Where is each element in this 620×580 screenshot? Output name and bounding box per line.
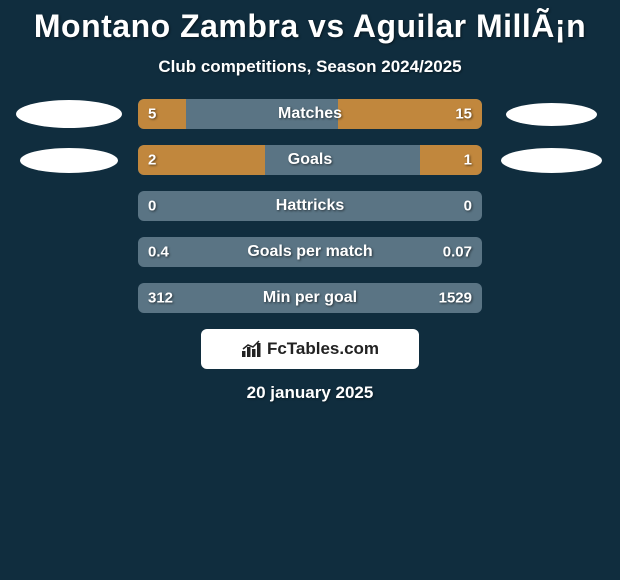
stat-label: Min per goal xyxy=(263,289,357,307)
stat-value-right: 1529 xyxy=(439,290,472,307)
stat-row: 0.4 0.07 Goals per match xyxy=(0,237,620,267)
stat-value-right: 1 xyxy=(464,152,472,169)
comparison-infographic: Montano Zambra vs Aguilar MillÃ¡n Club c… xyxy=(0,0,620,403)
stat-value-left: 312 xyxy=(148,290,173,307)
right-placeholder-slot xyxy=(482,148,620,173)
stat-rows: 5 15 Matches 2 1 Goals 0 0 Hattricks 0.4 0.07 Goals… xyxy=(0,99,620,313)
chart-icon xyxy=(241,340,263,358)
stat-bar: 312 1529 Min per goal xyxy=(138,283,482,313)
stat-row: 0 0 Hattricks xyxy=(0,191,620,221)
logo-box: FcTables.com xyxy=(201,329,419,369)
page-title: Montano Zambra vs Aguilar MillÃ¡n xyxy=(0,8,620,45)
stat-row: 2 1 Goals xyxy=(0,145,620,175)
stat-value-right: 0.07 xyxy=(443,244,472,261)
stat-value-left: 5 xyxy=(148,106,156,123)
stat-label: Goals xyxy=(288,151,332,169)
stat-bar: 0 0 Hattricks xyxy=(138,191,482,221)
placeholder-ellipse xyxy=(16,100,122,128)
placeholder-ellipse xyxy=(20,148,118,173)
stat-bar: 5 15 Matches xyxy=(138,99,482,129)
bar-fill-left xyxy=(138,145,265,175)
stat-value-left: 0 xyxy=(148,198,156,215)
stat-bar: 0.4 0.07 Goals per match xyxy=(138,237,482,267)
stat-value-left: 0.4 xyxy=(148,244,169,261)
stat-bar: 2 1 Goals xyxy=(138,145,482,175)
stat-value-right: 15 xyxy=(455,106,472,123)
stat-label: Hattricks xyxy=(276,197,344,215)
stat-label: Matches xyxy=(278,105,342,123)
placeholder-ellipse xyxy=(506,103,597,126)
stat-value-left: 2 xyxy=(148,152,156,169)
logo-text: FcTables.com xyxy=(267,339,379,359)
stat-row: 312 1529 Min per goal xyxy=(0,283,620,313)
bar-fill-right xyxy=(420,145,482,175)
left-placeholder-slot xyxy=(0,148,138,173)
logo: FcTables.com xyxy=(241,339,379,359)
update-date: 20 january 2025 xyxy=(0,383,620,403)
stat-label: Goals per match xyxy=(247,243,372,261)
stat-row: 5 15 Matches xyxy=(0,99,620,129)
placeholder-ellipse xyxy=(501,148,602,173)
right-placeholder-slot xyxy=(482,103,620,126)
bar-fill-left xyxy=(138,99,186,129)
stat-value-right: 0 xyxy=(464,198,472,215)
left-placeholder-slot xyxy=(0,100,138,128)
page-subtitle: Club competitions, Season 2024/2025 xyxy=(0,57,620,77)
